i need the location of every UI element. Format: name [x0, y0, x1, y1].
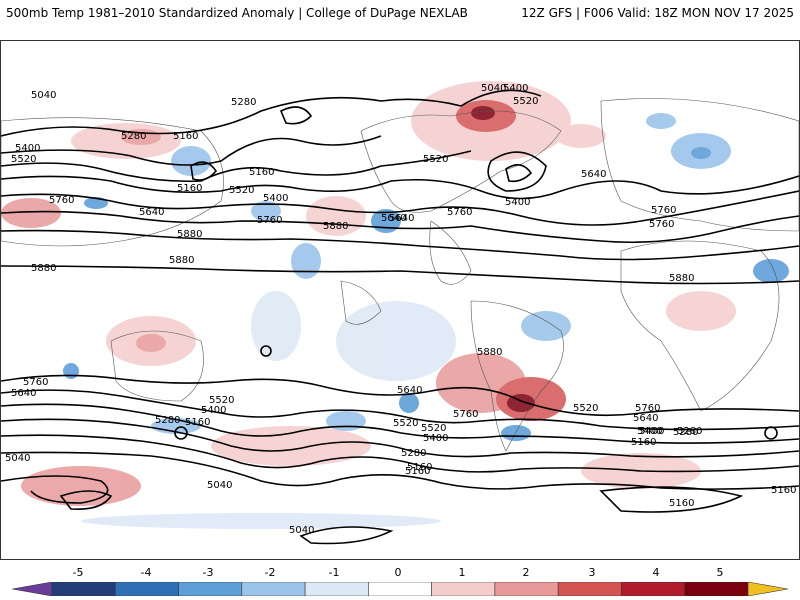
legend-tick: 0 [394, 566, 402, 579]
contour-label: 5400 [503, 83, 528, 94]
contour-label: 5880 [177, 229, 202, 240]
contour-label: 5640 [581, 169, 606, 180]
contour-label: 5280 [231, 97, 256, 108]
contour-label: 5880 [169, 255, 194, 266]
contour-label: 5520 [393, 418, 418, 429]
legend-color-swatch [178, 582, 243, 596]
contour-label: 5640 [139, 207, 164, 218]
map-svg: 5040 5280 5160 5400 5520 5280 5160 5040 … [1, 81, 799, 545]
world-map: 5040 5280 5160 5400 5520 5280 5160 5040 … [0, 40, 800, 560]
contour-label: 5280 [673, 427, 698, 438]
warm-anomaly-shading [1, 81, 736, 506]
contour-label: 5280 [121, 131, 146, 142]
contour-label: 5640 [397, 385, 422, 396]
contour-label: 5160 [771, 485, 796, 496]
contour-label: 5040 [5, 453, 30, 464]
contour-label: 5760 [453, 409, 478, 420]
contour-label: 5040 [289, 525, 314, 536]
contour-label: 5400 [201, 405, 226, 416]
legend-color-swatch [621, 582, 686, 596]
legend-color-swatch [557, 582, 622, 596]
contour-label: 5520 [513, 96, 538, 107]
legend-color-swatch [368, 582, 432, 596]
contour-label: 5640 [633, 413, 658, 424]
contour-label: 5040 [207, 480, 232, 491]
contour-label: 5400 [505, 197, 530, 208]
map-title: 500mb Temp 1981–2010 Standardized Anomal… [6, 6, 468, 20]
legend-tick: -3 [202, 566, 214, 579]
contour-label: 5400 [263, 193, 288, 204]
cool-anomaly-shading [63, 113, 789, 529]
legend-tick: -5 [72, 566, 84, 579]
contour-label: 5280 [155, 415, 180, 426]
contour-label: 5520 [423, 154, 448, 165]
legend-color-swatch [304, 582, 369, 596]
legend-tick: 1 [458, 566, 466, 579]
contour-label: 5880 [323, 221, 348, 232]
contour-label: 5520 [11, 154, 36, 165]
contour-label: 5760 [257, 215, 282, 226]
contour-label: 5640 [381, 213, 406, 224]
height-contours [1, 89, 799, 545]
contour-label: 5520 [229, 185, 254, 196]
contour-label: 5160 [631, 437, 656, 448]
contour-label: 5160 [185, 417, 210, 428]
contour-label: 5520 [573, 403, 598, 414]
contour-label: 5400 [637, 426, 662, 437]
legend-tick: -4 [140, 566, 152, 579]
contour-label: 5280 [401, 448, 426, 459]
legend-color-swatch [431, 582, 496, 596]
contour-label: 5760 [447, 207, 472, 218]
contour-label: 5400 [639, 426, 664, 437]
legend-tick: 4 [652, 566, 660, 579]
coastlines [1, 98, 799, 452]
contour-label: 5040 [481, 83, 506, 94]
contour-label: 5400 [423, 433, 448, 444]
legend-color-swatch [241, 582, 306, 596]
contour-label: 5640 [11, 388, 36, 399]
contour-label: 5160 [405, 466, 430, 477]
contour-label: 5880 [477, 347, 502, 358]
contour-label: 5640 [389, 213, 414, 224]
contour-label: 5520 [209, 395, 234, 406]
legend-color-swatch [114, 582, 179, 596]
contour-label: 5160 [249, 167, 274, 178]
legend-color-swatch [12, 582, 53, 596]
contour-label: 5160 [177, 183, 202, 194]
contour-label: 5040 [31, 90, 56, 101]
contour-label: 5520 [421, 423, 446, 434]
legend-tick: 3 [588, 566, 596, 579]
legend-tick: 2 [522, 566, 530, 579]
contour-label: 5760 [635, 403, 660, 414]
anomaly-legend: -5 -4 -3 -2 -1 0 1 2 3 4 5 [0, 566, 800, 600]
contour-label: 5160 [173, 131, 198, 142]
contour-label: 5160 [669, 498, 694, 509]
contour-label: 5760 [649, 219, 674, 230]
contour-label: 5880 [31, 263, 56, 274]
legend-color-swatch [494, 582, 559, 596]
legend-color-swatch [747, 582, 788, 596]
contour-labels: 5040 5280 5160 5400 5520 5280 5160 5040 … [5, 83, 796, 536]
legend-colorbar [12, 582, 788, 596]
legend-tick: -2 [264, 566, 276, 579]
contour-label: 5760 [23, 377, 48, 388]
contour-label: 5760 [49, 195, 74, 206]
legend-tick: -1 [328, 566, 340, 579]
legend-color-swatch [51, 582, 116, 596]
legend-color-swatch [684, 582, 749, 596]
legend-tick: 5 [716, 566, 724, 579]
header: 500mb Temp 1981–2010 Standardized Anomal… [0, 0, 800, 30]
contour-label: 5880 [669, 273, 694, 284]
model-run-info: 12Z GFS | F006 Valid: 18Z MON NOV 17 202… [521, 6, 794, 20]
contour-label: 5760 [651, 205, 676, 216]
contour-label: 5160 [407, 462, 432, 473]
contour-label: 5280 [677, 426, 702, 437]
contour-label: 5400 [15, 143, 40, 154]
